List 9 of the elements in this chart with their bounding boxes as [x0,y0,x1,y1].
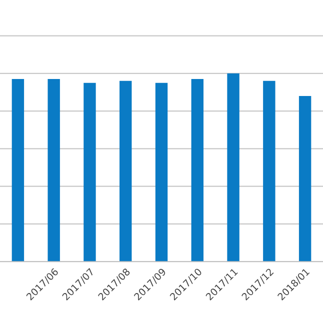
bar [84,82,96,262]
bar [120,80,132,262]
bar [155,82,168,262]
bar [227,73,240,262]
bar [298,96,312,262]
bar [263,80,276,262]
bar [191,79,204,262]
bar [48,79,60,262]
bar [12,79,24,262]
